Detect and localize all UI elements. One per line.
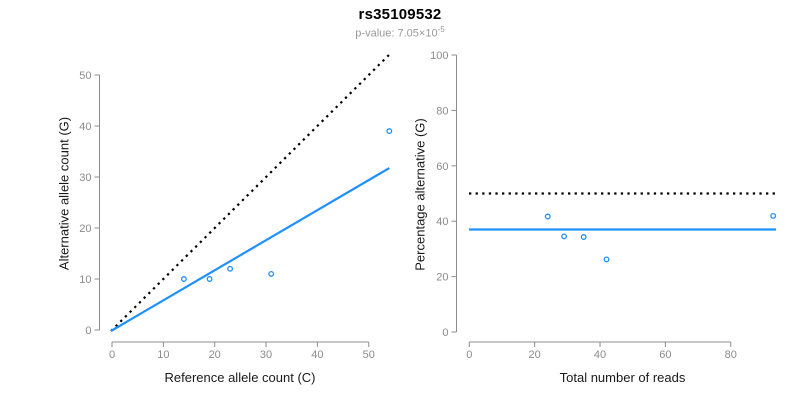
pvalue-exponent: -5 <box>437 25 445 34</box>
percentage-alternative-scatter-y-tick-label: 20 <box>436 272 448 284</box>
allele-count-scatter-data-point <box>268 270 275 277</box>
percentage-alternative-scatter-data-point <box>544 213 551 220</box>
percentage-alternative-scatter-x-tick-label: 80 <box>725 349 737 361</box>
right-y-axis-title: Percentage alternative (G) <box>412 118 428 271</box>
allele-count-scatter-y-tick-label: 40 <box>79 121 91 133</box>
percentage-alternative-scatter-x-tick-label: 0 <box>466 349 472 361</box>
allele-count-scatter-data-point <box>386 128 393 135</box>
percentage-alternative-scatter-x-tick-label: 40 <box>594 349 606 361</box>
percentage-alternative-scatter-y-tick-label: 60 <box>436 161 448 173</box>
allele-count-scatter-x-tick-label: 50 <box>363 349 375 361</box>
page-title: rs35109532 <box>358 6 442 23</box>
allele-count-scatter-x-tick-label: 30 <box>260 349 272 361</box>
allele-count-scatter-x-tick-label: 20 <box>209 349 221 361</box>
percentage-alternative-scatter-data-point <box>580 234 587 240</box>
allele-count-scatter-y-tick-label: 0 <box>85 325 91 337</box>
percentage-alternative-scatter-y-tick-label: 100 <box>430 50 448 62</box>
percentage-alternative-scatter-y-tick-label: 80 <box>436 105 448 117</box>
percentage-alternative-scatter-y-tick-label: 40 <box>436 216 448 228</box>
percentage-alternative-scatter-x-tick-label: 60 <box>659 349 671 361</box>
allele-count-scatter-y-tick-label: 30 <box>79 172 91 184</box>
allele-count-scatter-y-tick-label: 50 <box>79 70 91 82</box>
percentage-alternative-scatter-data-point <box>561 233 568 240</box>
pvalue-subtitle: p-value: 7.05×10-5 <box>0 25 800 40</box>
allele-count-scatter-fit-line <box>110 167 390 332</box>
pvalue-text: p-value: 7.05×10 <box>355 27 438 40</box>
allele-count-scatter-y-tick-label: 20 <box>79 223 91 235</box>
allele-count-scatter-x-tick-label: 0 <box>109 349 115 361</box>
percentage-alternative-scatter-data-point <box>603 256 610 263</box>
allele-count-scatter-data-point <box>206 276 213 282</box>
allele-count-scatter-data-point <box>227 265 234 272</box>
allele-count-scatter-data-point <box>180 276 187 282</box>
percentage-alternative-scatter-data-point <box>770 212 777 219</box>
allele-count-scatter-x-tick-label: 40 <box>311 349 323 361</box>
allele-count-scatter-y-tick-label: 10 <box>79 274 91 286</box>
percentage-alternative-scatter-x-tick-label: 20 <box>529 349 541 361</box>
allele-count-scatter-x-tick-label: 10 <box>157 349 169 361</box>
left-y-axis-title: Alternative allele count (G) <box>56 116 72 271</box>
right-x-axis-title: Total number of reads <box>559 370 686 385</box>
percentage-alternative-scatter-y-tick-label: 0 <box>442 327 448 339</box>
left-x-axis-title: Reference allele count (C) <box>164 370 316 385</box>
